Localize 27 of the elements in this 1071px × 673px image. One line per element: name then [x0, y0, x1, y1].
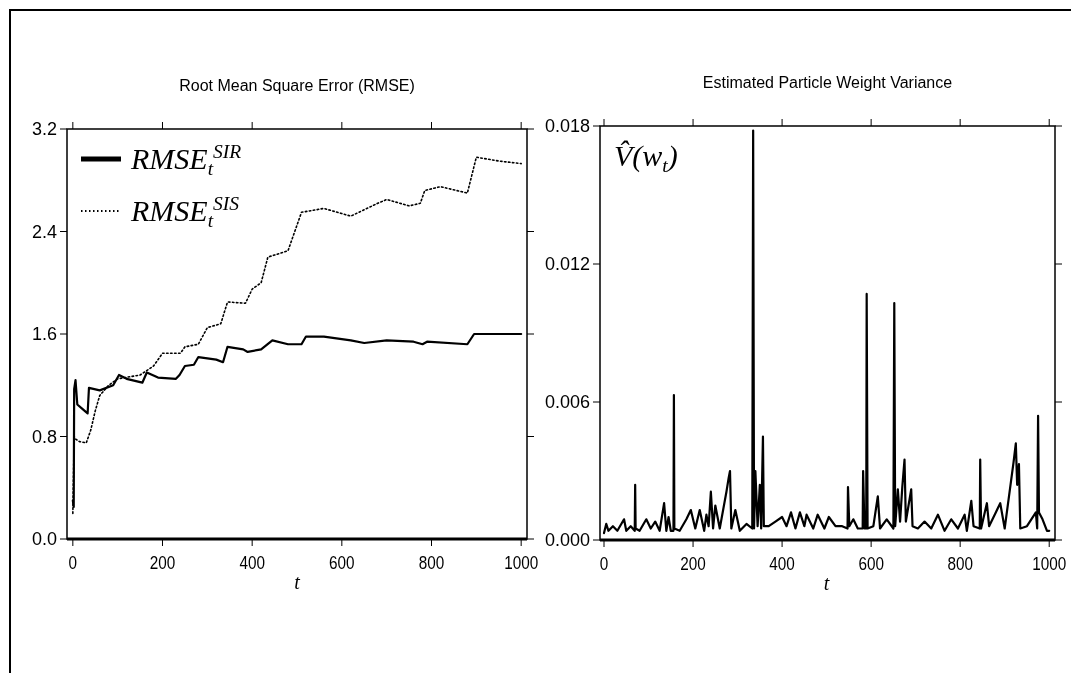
- x-tick-label: 600: [858, 553, 884, 575]
- x-tick-label: 1000: [504, 552, 539, 574]
- y-tick-label: 1.6: [31, 324, 57, 344]
- y-tick-label: 0.8: [31, 426, 57, 447]
- x-tick-label: 0: [599, 553, 609, 575]
- legend-label: V̂(w$_{t}$): [614, 139, 678, 176]
- y-tick-label: 2.4: [31, 221, 57, 242]
- y-tick-label: 0.0: [31, 529, 57, 549]
- x-axis-title: t: [823, 572, 830, 594]
- x-tick-label: 400: [769, 553, 795, 575]
- x-tick-label: 400: [239, 552, 265, 574]
- y-tick-label: 0.000: [544, 530, 590, 550]
- chart-title: Estimated Particle Weight Variance: [702, 74, 953, 91]
- x-tick-label: 1000: [1032, 553, 1067, 575]
- x-tick-label: 0: [68, 552, 78, 574]
- x-tick-label: 800: [947, 553, 973, 575]
- y-tick-label: 0.012: [544, 254, 590, 274]
- y-tick-label: 0.006: [544, 392, 590, 412]
- y-tick-label: 0.018: [544, 116, 590, 136]
- x-tick-label: 800: [418, 552, 445, 574]
- x-tick-label: 200: [149, 552, 176, 574]
- chart-title: Root Mean Square Error (RMSE): [179, 77, 415, 94]
- y-tick-label: 3.2: [31, 119, 57, 139]
- x-tick-label: 200: [680, 553, 706, 575]
- x-tick-label: 600: [329, 552, 355, 574]
- x-axis-title: t: [294, 571, 301, 593]
- line-series: [602, 129, 1051, 535]
